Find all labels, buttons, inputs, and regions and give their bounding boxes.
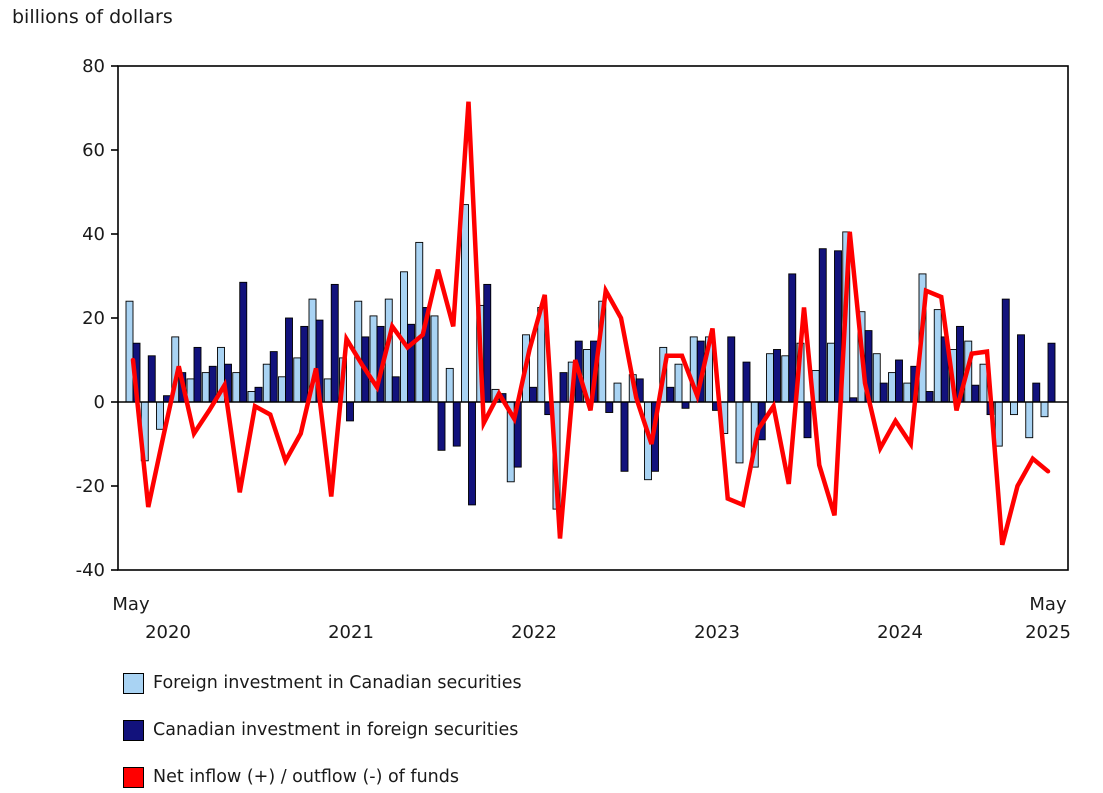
bar-foreign-21 [445,367,454,403]
bar-foreign-20 [430,315,439,403]
bar-foreign-11 [293,357,302,403]
y-tick-label: 20 [82,308,105,329]
y-tick-label: 60 [82,140,105,161]
bar-canadian-23 [483,283,492,403]
bar-foreign-58 [1010,401,1018,416]
bar-canadian-49 [879,382,888,403]
legend-item-canadian-investment: Canadian investment in foreign securitie… [123,718,518,742]
bar-canadian-11 [300,325,309,403]
bar-foreign-19 [415,241,424,403]
x-label-end-year: 2025 [1025,622,1071,643]
bar-canadian-20 [437,401,446,451]
bar-foreign-50 [888,372,896,403]
bar-canadian-50 [895,359,903,403]
legend-swatch-foreign-investment [123,672,144,694]
y-tick-label: 80 [82,56,105,77]
bar-canadian-17 [391,376,400,403]
bar-foreign-60 [1040,401,1049,418]
bar-canadian-39 [727,336,736,403]
bar-canadian-57 [1001,298,1010,403]
securities-transactions-chart: 80 60 40 20 0 -20 -40 May May 2020 2021 2022 2023 202… [76,56,1071,643]
bar-foreign-5 [201,372,210,403]
x-label-year-2023: 2023 [694,622,740,643]
chart-title: billions of dollars [12,6,173,28]
bar-foreign-51 [903,382,912,403]
bar-canadian-13 [330,283,339,403]
x-label-start-month: May [112,594,150,615]
x-label-end-month: May [1029,594,1067,615]
bar-canadian-60 [1047,342,1056,403]
bar-foreign-8 [247,391,256,403]
y-tick-label: 40 [82,224,105,245]
bar-foreign-43 [781,355,790,403]
y-tick-label: 0 [94,392,105,413]
x-label-year-2021: 2021 [328,622,374,643]
bar-canadian-31 [605,401,614,413]
bar-canadian-1 [147,355,156,403]
bar-canadian-26 [529,386,537,403]
bar-canadian-36 [681,401,690,409]
bar-canadian-55 [971,384,980,403]
legend-label-foreign-investment: Foreign investment in Canadian securitie… [153,673,522,693]
bar-canadian-8 [254,386,263,403]
bar-foreign-0 [125,300,134,403]
bar-canadian-4 [193,346,202,403]
bar-canadian-28 [559,372,568,403]
bar-foreign-22 [461,204,469,403]
bar-canadian-32 [620,401,629,472]
bar-foreign-53 [933,309,942,403]
bar-foreign-10 [278,376,286,403]
bar-canadian-44 [803,401,812,439]
x-label-year-2024: 2024 [877,622,923,643]
legend-label-net-flow: Net inflow (+) / outflow (-) of funds [153,767,459,787]
x-label-year-2022: 2022 [511,622,557,643]
bar-foreign-59 [1025,401,1034,439]
bar-foreign-42 [766,353,774,403]
legend-item-foreign-investment: Foreign investment in Canadian securitie… [123,671,522,695]
bar-foreign-49 [872,353,881,403]
bar-foreign-13 [323,378,332,403]
bar-foreign-9 [262,363,271,403]
bar-foreign-46 [827,342,835,403]
bar-canadian-18 [407,323,415,403]
bar-canadian-14 [346,401,354,422]
legend-swatch-net-flow [123,766,144,788]
bar-canadian-9 [269,351,278,403]
bar-canadian-45 [818,248,827,403]
bar-canadian-59 [1032,382,1041,403]
bar-foreign-32 [613,382,622,403]
bar-canadian-58 [1017,334,1025,403]
bar-canadian-21 [452,401,461,447]
bar-foreign-2 [156,401,164,430]
bar-foreign-40 [735,401,744,464]
y-tick-label: -40 [76,560,105,581]
bar-foreign-7 [232,372,241,403]
bar-canadian-35 [666,386,675,403]
bar-canadian-40 [742,361,751,403]
x-label-year-2020: 2020 [145,622,191,643]
legend-item-net-flow: Net inflow (+) / outflow (-) of funds [123,765,459,789]
bar-canadian-52 [925,391,934,403]
bar-canadian-7 [239,281,248,403]
bar-foreign-36 [674,363,683,403]
bar-foreign-56 [979,363,988,403]
net-flow-line [130,101,1051,546]
bar-canadian-10 [285,317,293,403]
y-tick-label: -20 [76,476,105,497]
legend-label-canadian-investment: Canadian investment in foreign securitie… [153,720,519,740]
bar-canadian-43 [788,273,797,403]
legend-swatch-canadian-investment [123,719,144,741]
bar-foreign-57 [994,401,1003,447]
bar-canadian-42 [773,349,781,403]
bar-canadian-22 [468,401,476,506]
